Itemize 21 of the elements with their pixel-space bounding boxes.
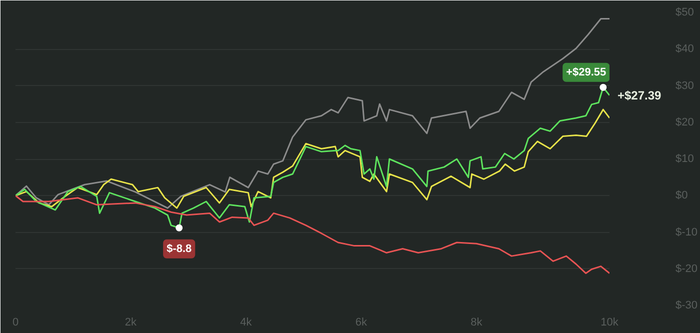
- x-tick-label: 10k: [600, 316, 619, 328]
- x-tick-label: 6k: [355, 316, 368, 328]
- y-tick-label: $-20: [676, 262, 698, 275]
- y-tick-label: $0: [676, 190, 688, 202]
- annotation: $-8.8: [166, 242, 192, 255]
- x-tick-label: 4k: [240, 316, 252, 328]
- y-tick-label: $40: [676, 43, 694, 56]
- line-series: [16, 108, 610, 209]
- x-tick-label: 8k: [470, 316, 483, 328]
- y-tick-label: $-30: [676, 300, 698, 312]
- x-tick-label: 0: [12, 316, 19, 328]
- y-tick-label: $20: [676, 116, 694, 128]
- y-tick-label: $50: [676, 6, 694, 18]
- y-tick-label: $10: [676, 153, 694, 165]
- y-tick-label: $-10: [676, 226, 698, 238]
- y-tick-label: $30: [676, 80, 694, 92]
- line-series: [16, 194, 610, 274]
- line-series: [16, 18, 610, 209]
- annotation: +$29.55: [566, 66, 606, 78]
- x-tick-label: 2k: [124, 316, 138, 328]
- annotation: +$27.39: [618, 88, 662, 102]
